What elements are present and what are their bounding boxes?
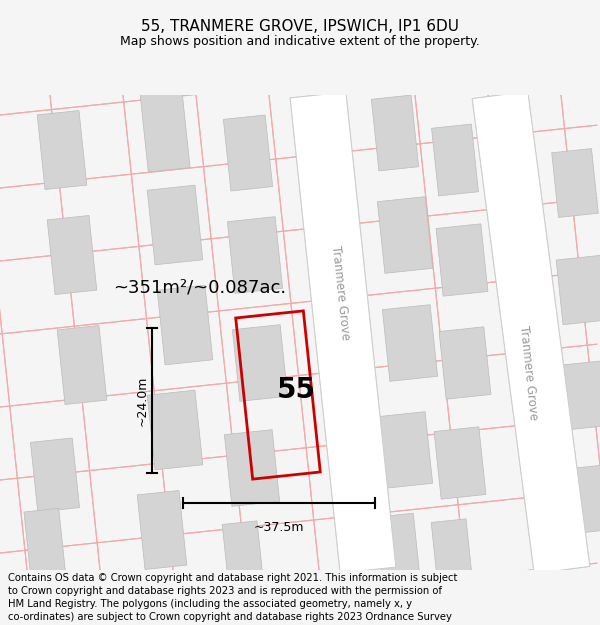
Polygon shape [472, 91, 590, 574]
Text: ~24.0m: ~24.0m [136, 375, 149, 426]
Polygon shape [376, 513, 421, 587]
Polygon shape [439, 327, 491, 399]
Text: Contains OS data © Crown copyright and database right 2021. This information is : Contains OS data © Crown copyright and d… [8, 573, 457, 583]
Polygon shape [24, 508, 66, 582]
Polygon shape [290, 92, 396, 573]
Polygon shape [382, 304, 437, 381]
Polygon shape [224, 429, 280, 506]
Polygon shape [47, 216, 97, 294]
Polygon shape [290, 92, 396, 573]
Polygon shape [232, 324, 287, 401]
Polygon shape [57, 326, 107, 404]
Polygon shape [472, 91, 590, 574]
Text: Map shows position and indicative extent of the property.: Map shows position and indicative extent… [120, 36, 480, 48]
Polygon shape [552, 149, 598, 218]
Text: 55: 55 [277, 376, 316, 404]
Polygon shape [140, 88, 190, 172]
Polygon shape [37, 111, 87, 189]
Text: co-ordinates) are subject to Crown copyright and database rights 2023 Ordnance S: co-ordinates) are subject to Crown copyr… [8, 612, 452, 622]
Text: 55, TRANMERE GROVE, IPSWICH, IP1 6DU: 55, TRANMERE GROVE, IPSWICH, IP1 6DU [141, 19, 459, 34]
Polygon shape [371, 95, 419, 171]
Polygon shape [436, 224, 488, 296]
Polygon shape [431, 519, 473, 587]
Polygon shape [227, 217, 283, 293]
Text: ~37.5m: ~37.5m [254, 521, 304, 534]
Polygon shape [223, 115, 272, 191]
Polygon shape [434, 427, 486, 499]
Text: ~351m²/~0.087ac.: ~351m²/~0.087ac. [113, 278, 287, 296]
Polygon shape [147, 185, 203, 265]
Polygon shape [556, 256, 600, 324]
Polygon shape [377, 412, 433, 488]
Polygon shape [431, 124, 478, 196]
Text: to Crown copyright and database rights 2023 and is reproduced with the permissio: to Crown copyright and database rights 2… [8, 586, 442, 596]
Polygon shape [562, 361, 600, 429]
Polygon shape [377, 197, 433, 273]
Polygon shape [222, 521, 264, 589]
Text: HM Land Registry. The polygons (including the associated geometry, namely x, y: HM Land Registry. The polygons (includin… [8, 599, 412, 609]
Polygon shape [157, 285, 213, 365]
Text: Tranmere Grove: Tranmere Grove [517, 324, 539, 421]
Text: Contains OS data © Crown copyright and database right 2021. This information is : Contains OS data © Crown copyright and d… [0, 624, 1, 625]
Polygon shape [556, 466, 600, 534]
Polygon shape [31, 438, 80, 512]
Text: Tranmere Grove: Tranmere Grove [329, 244, 352, 341]
Polygon shape [137, 491, 187, 569]
Polygon shape [147, 390, 203, 470]
